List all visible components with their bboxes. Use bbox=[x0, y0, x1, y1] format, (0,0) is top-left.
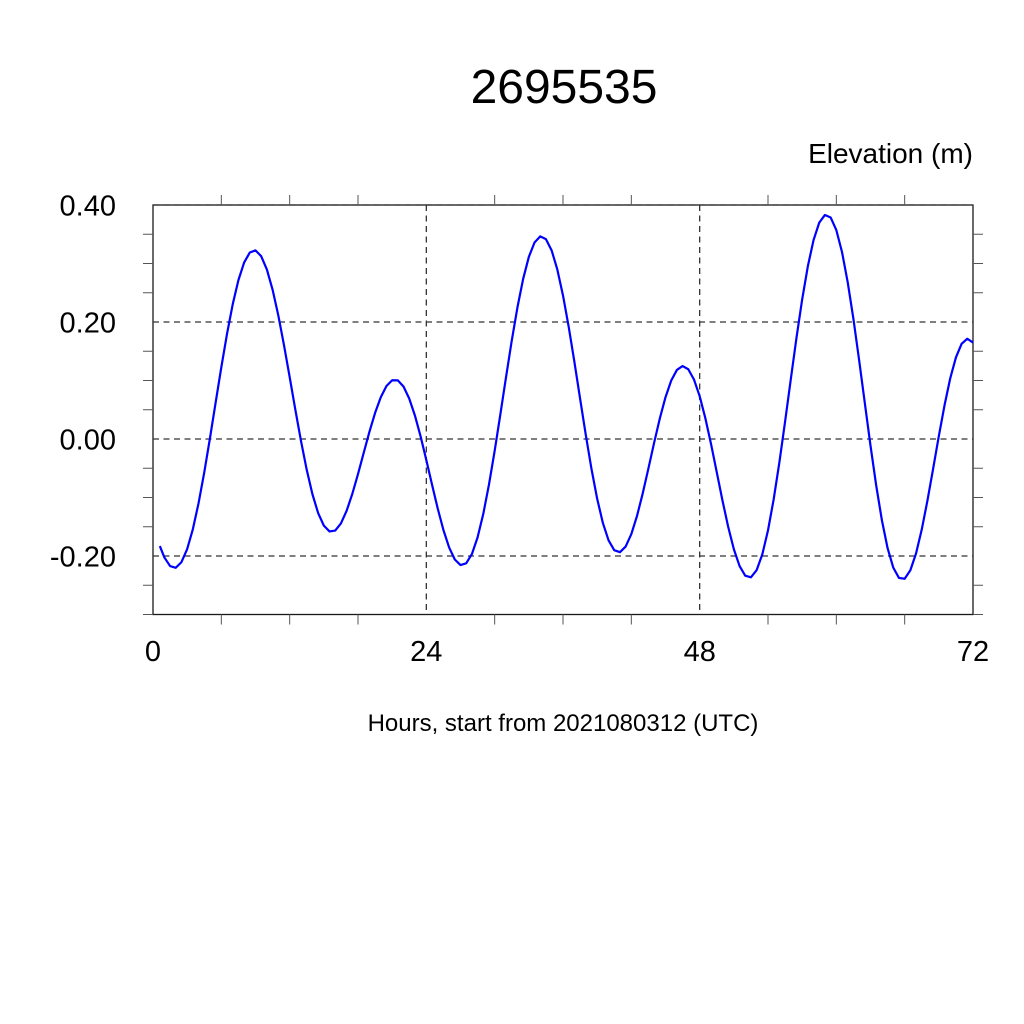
svg-text:0.40: 0.40 bbox=[60, 191, 116, 223]
svg-text:48: 48 bbox=[684, 636, 716, 668]
svg-text:72: 72 bbox=[957, 636, 989, 668]
svg-text:Elevation (m): Elevation (m) bbox=[808, 138, 973, 169]
svg-text:0: 0 bbox=[145, 636, 161, 668]
svg-text:0.20: 0.20 bbox=[60, 308, 116, 340]
svg-text:0.00: 0.00 bbox=[60, 425, 116, 457]
svg-text:-0.20: -0.20 bbox=[50, 542, 116, 574]
svg-text:Hours, start from 2021080312 (: Hours, start from 2021080312 (UTC) bbox=[368, 710, 759, 737]
svg-text:24: 24 bbox=[410, 636, 442, 668]
svg-text:2695535: 2695535 bbox=[471, 61, 658, 114]
